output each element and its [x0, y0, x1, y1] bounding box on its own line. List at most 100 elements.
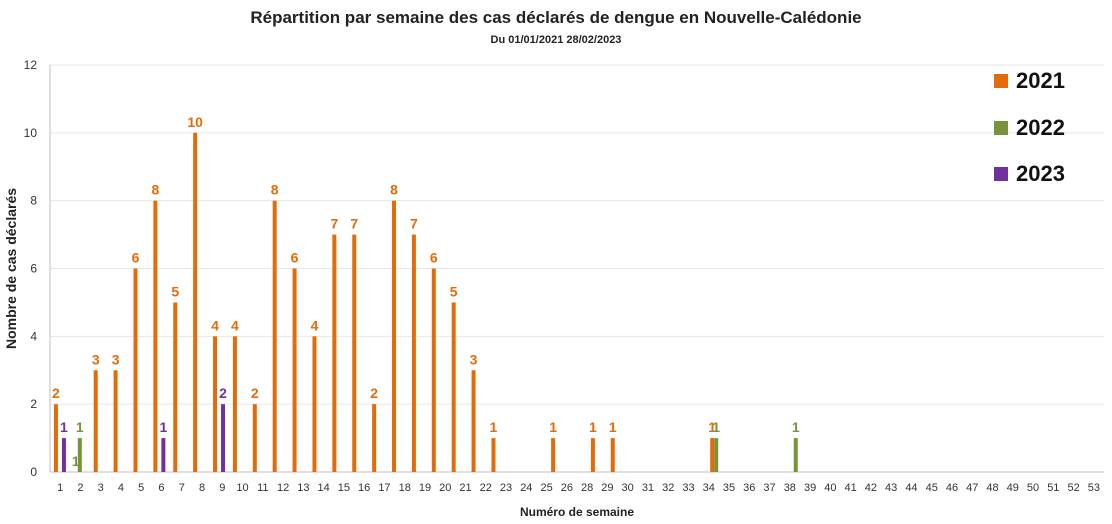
- bar-2023: [221, 404, 226, 472]
- x-tick-label: 49: [1007, 482, 1019, 494]
- x-tick-label: 4: [118, 482, 124, 494]
- legend-item-2022: 2022: [994, 115, 1065, 141]
- bar-2021: [272, 200, 277, 472]
- bar-2021: [312, 336, 317, 472]
- x-tick-label: 20: [439, 482, 451, 494]
- data-label: 10: [187, 114, 203, 130]
- y-tick-label: 12: [24, 58, 38, 72]
- data-label: 8: [151, 182, 159, 198]
- x-tick-label: 18: [399, 482, 411, 494]
- x-tick-label: 46: [946, 482, 958, 494]
- data-label: 1: [72, 453, 80, 469]
- legend-swatch-2021: [994, 74, 1008, 88]
- x-tick-label: 53: [1088, 482, 1100, 494]
- bar-2021: [392, 200, 397, 472]
- data-label: 7: [350, 216, 358, 232]
- x-tick-label: 8: [199, 482, 205, 494]
- x-tick-label: 37: [763, 482, 775, 494]
- legend-label-2022: 2022: [1016, 115, 1065, 140]
- x-tick-label: 35: [723, 482, 735, 494]
- bar-2021: [292, 268, 297, 472]
- legend-item-2023: 2023: [994, 161, 1065, 187]
- data-label: 1: [490, 419, 498, 435]
- legend-swatch-2023: [994, 167, 1008, 181]
- x-tick-label: 16: [358, 482, 370, 494]
- x-tick-label: 43: [885, 482, 897, 494]
- x-tick-label: 31: [642, 482, 654, 494]
- bar-2021: [372, 404, 377, 472]
- data-label: 1: [159, 419, 167, 435]
- data-label: 8: [390, 182, 398, 198]
- legend-label-2023: 2023: [1016, 161, 1065, 186]
- bar-2021: [153, 200, 158, 472]
- data-label: 4: [231, 317, 239, 333]
- bar-2021: [431, 268, 436, 472]
- legend-item-2021: 2021: [994, 68, 1065, 94]
- bar-2021: [610, 438, 615, 472]
- x-tick-label: 26: [561, 482, 573, 494]
- x-tick-label: 1: [57, 482, 63, 494]
- x-tick-label: 2: [77, 482, 83, 494]
- x-tick-label: 28: [581, 482, 593, 494]
- bar-2021: [352, 234, 357, 472]
- x-tick-label: 45: [926, 482, 938, 494]
- data-label: 1: [609, 419, 617, 435]
- data-label: 1: [712, 419, 720, 435]
- data-label: 6: [291, 250, 299, 266]
- bar-2021: [53, 404, 58, 472]
- x-tick-label: 17: [378, 482, 390, 494]
- data-label: 2: [370, 385, 378, 401]
- x-tick-label: 21: [459, 482, 471, 494]
- data-label: 1: [549, 419, 557, 435]
- bar-2022: [714, 438, 719, 472]
- bar-2022: [77, 438, 82, 472]
- x-tick-label: 15: [338, 482, 350, 494]
- x-tick-label: 3: [98, 482, 104, 494]
- y-tick-label: 0: [30, 465, 37, 479]
- x-tick-label: 9: [219, 482, 225, 494]
- x-tick-label: 44: [905, 482, 917, 494]
- x-tick-label: 30: [622, 482, 634, 494]
- x-tick-label: 51: [1047, 482, 1059, 494]
- y-tick-label: 2: [30, 397, 37, 411]
- data-label: 5: [450, 283, 458, 299]
- x-tick-label: 5: [138, 482, 144, 494]
- x-tick-label: 19: [419, 482, 431, 494]
- data-label: 6: [132, 250, 140, 266]
- y-axis-title: Nombre de cas déclarés: [3, 188, 19, 349]
- x-tick-label: 38: [784, 482, 796, 494]
- bar-2021: [252, 404, 257, 472]
- x-tick-label: 36: [743, 482, 755, 494]
- data-label: 8: [271, 182, 279, 198]
- chart-title: Répartition par semaine des cas déclarés…: [250, 8, 862, 27]
- x-tick-label: 14: [318, 482, 330, 494]
- chart-subtitle: Du 01/01/2021 28/02/2023: [490, 34, 622, 46]
- legend-label-2021: 2021: [1016, 68, 1065, 93]
- data-label: 4: [311, 317, 319, 333]
- x-tick-label: 39: [804, 482, 816, 494]
- bar-2021: [491, 438, 496, 472]
- data-label: 1: [76, 419, 84, 435]
- y-tick-label: 4: [30, 329, 37, 343]
- data-label: 1: [792, 419, 800, 435]
- x-tick-label: 48: [986, 482, 998, 494]
- bar-2021: [133, 268, 138, 472]
- x-axis-title: Numéro de semaine: [520, 505, 634, 519]
- bar-2021: [332, 234, 337, 472]
- x-tick-label: 12: [277, 482, 289, 494]
- x-tick-label: 22: [480, 482, 492, 494]
- x-tick-label: 7: [179, 482, 185, 494]
- x-tick-label: 25: [540, 482, 552, 494]
- bar-2021: [590, 438, 595, 472]
- bar-2022: [793, 438, 798, 472]
- legend-swatch-2022: [994, 121, 1008, 135]
- x-tick-label: 10: [236, 482, 248, 494]
- x-tick-label: 13: [297, 482, 309, 494]
- x-tick-label: 52: [1067, 482, 1079, 494]
- y-tick-label: 10: [24, 126, 38, 140]
- x-tick-label: 40: [824, 482, 836, 494]
- x-tick-label: 6: [158, 482, 164, 494]
- data-label: 1: [60, 419, 68, 435]
- x-tick-label: 23: [500, 482, 512, 494]
